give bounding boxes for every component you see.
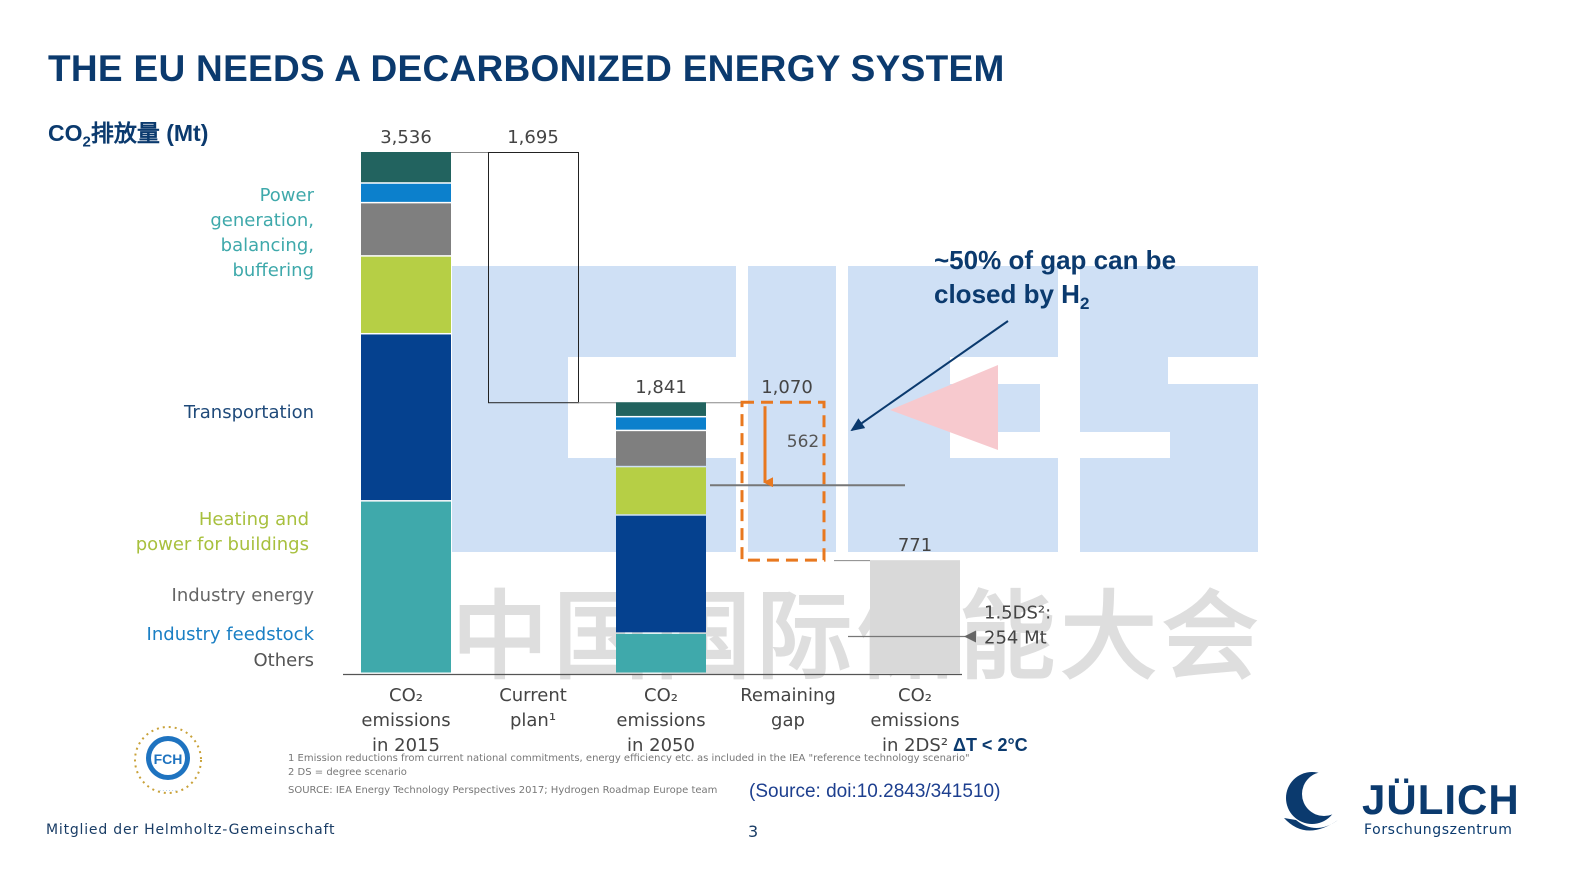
slide: 中国国际储能大会 3,536CO₂emissionsin 20151,695Cu… xyxy=(0,0,1587,892)
segment-label-0-0: Power xyxy=(260,185,315,206)
segment-label-0-3: buffering xyxy=(232,260,314,281)
footnote-1: 1 Emission reductions from current natio… xyxy=(288,752,970,766)
callout-line-1: ~50% of gap can be xyxy=(934,243,1176,277)
value-label-emissions-2015: 3,536 xyxy=(380,127,432,148)
bar-segment-emissions-2050-1 xyxy=(616,516,706,633)
segment-label-1-0: Transportation xyxy=(183,402,314,423)
value-label-remaining-gap: 1,070 xyxy=(761,377,813,398)
bar-segment-emissions-2015-1 xyxy=(361,334,451,500)
slide-title: THE EU NEEDS A DECARBONIZED ENERGY SYSTE… xyxy=(48,48,1005,90)
bar-segment-emissions-2015-0 xyxy=(361,502,451,673)
h2-callout: ~50% of gap can be closed by H2 xyxy=(934,243,1176,321)
target-marker-label-0: 1.5DS²: xyxy=(984,603,1051,624)
bar-segment-emissions-2015-2 xyxy=(361,257,451,333)
category-label-emissions-2050-1: emissions xyxy=(616,710,705,731)
bar-segment-emissions-2015-3 xyxy=(361,203,451,255)
fch-logo: FCH · · · · · · xyxy=(128,720,208,800)
bar-segment-emissions-2050-2 xyxy=(616,467,706,514)
segment-label-2-0: Heating and xyxy=(199,509,309,530)
value-label-current-plan: 1,695 xyxy=(507,127,559,148)
segment-label-4-0: Industry feedstock xyxy=(147,624,315,645)
segment-label-5-0: Others xyxy=(254,650,315,671)
category-label-remaining-gap-1: gap xyxy=(771,710,805,731)
category-label-emissions-2ds-0: CO₂ xyxy=(898,685,932,706)
bar-segment-emissions-2015-4 xyxy=(361,184,451,202)
value-label-emissions-2ds: 771 xyxy=(898,535,932,556)
bar-segment-emissions-2050-0 xyxy=(616,634,706,673)
target-marker-arrowhead xyxy=(964,631,976,643)
unit-label: CO2排放量 (Mt) xyxy=(48,114,208,151)
source-reference: (Source: doi:10.2843/341510) xyxy=(749,781,1000,803)
page-number: 3 xyxy=(748,822,758,841)
bar-current-plan xyxy=(489,153,579,403)
category-label-emissions-2050-0: CO₂ xyxy=(644,685,678,706)
segment-label-0-2: balancing, xyxy=(221,235,314,256)
callout-line-2: closed by H2 xyxy=(934,277,1176,321)
category-label-remaining-gap-0: Remaining xyxy=(740,685,836,706)
julich-logo-icon xyxy=(1276,768,1356,848)
fch-logo-text: FCH xyxy=(154,751,183,767)
segment-label-3-0: Industry energy xyxy=(172,585,315,606)
segment-label-0-1: generation, xyxy=(210,210,314,231)
brand-name: JÜLICH xyxy=(1362,776,1520,824)
category-label-emissions-2ds-1: emissions xyxy=(870,710,959,731)
footnote-2: 2 DS = degree scenario xyxy=(288,766,970,780)
category-label-emissions-2015-1: emissions xyxy=(361,710,450,731)
bar-emissions-2ds xyxy=(870,560,960,674)
h2-reduction-value: 562 xyxy=(787,432,819,452)
bar-remaining-gap xyxy=(742,402,824,560)
footer-text: Mitglied der Helmholtz-Gemeinschaft xyxy=(46,822,335,838)
bar-segment-emissions-2050-4 xyxy=(616,417,706,429)
svg-text:· · · · · ·: · · · · · · xyxy=(159,788,177,794)
value-label-emissions-2050: 1,841 xyxy=(635,377,687,398)
category-label-current-plan-0: Current xyxy=(499,685,567,706)
bar-segment-emissions-2050-5 xyxy=(616,402,706,416)
bar-segment-emissions-2050-3 xyxy=(616,431,706,466)
callout-pointer-arrow xyxy=(852,321,1008,430)
segment-label-2-1: power for buildings xyxy=(136,534,309,555)
target-marker-label-1: 254 Mt xyxy=(984,628,1047,649)
brand-subtitle: Forschungszentrum xyxy=(1364,822,1512,838)
category-label-emissions-2015-0: CO₂ xyxy=(389,685,423,706)
bar-segment-emissions-2015-5 xyxy=(361,152,451,182)
category-label-current-plan-1: plan¹ xyxy=(510,710,556,731)
